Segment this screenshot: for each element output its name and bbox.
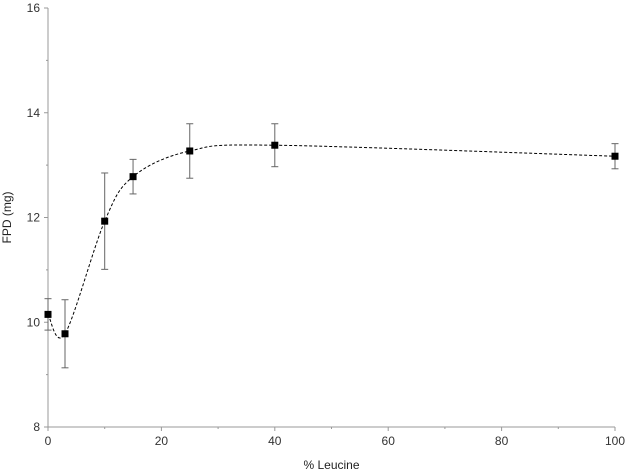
x-tick-label: 40 — [268, 434, 282, 448]
y-tick-label: 14 — [27, 106, 41, 120]
y-tick-label: 16 — [27, 1, 41, 15]
data-point-marker — [61, 330, 69, 338]
y-tick-label: 8 — [33, 420, 40, 434]
y-tick-label: 10 — [27, 315, 41, 329]
series-line — [47, 144, 616, 339]
data-point-marker — [44, 310, 52, 318]
x-axis: 0 20 40 60 80 100 — [45, 426, 625, 448]
y-tick-label: 12 — [27, 211, 41, 225]
x-tick-label: 60 — [382, 434, 396, 448]
x-axis-title: % Leucine — [303, 458, 359, 472]
y-axis-title: FPD (mg) — [0, 192, 14, 244]
plot-area — [44, 123, 619, 369]
x-tick-label: 20 — [155, 434, 169, 448]
x-tick-label: 0 — [45, 434, 52, 448]
x-tick-label: 80 — [495, 434, 509, 448]
y-axis: 8 10 12 14 16 — [27, 1, 49, 434]
x-tick-label: 100 — [605, 434, 625, 448]
data-point-marker — [611, 152, 619, 160]
data-point-marker — [129, 173, 137, 181]
data-point-marker — [186, 147, 194, 155]
data-point-marker — [271, 141, 279, 149]
data-point-marker — [101, 217, 109, 225]
